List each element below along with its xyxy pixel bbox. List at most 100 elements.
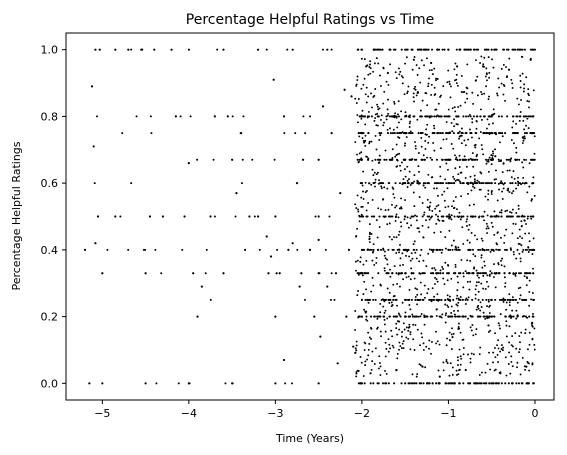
- dense-point: [372, 182, 375, 185]
- scatter-point: [423, 213, 425, 216]
- scatter-point: [394, 112, 397, 115]
- scatter-point: [451, 366, 454, 369]
- sparse-point: [258, 248, 261, 251]
- scatter-point: [365, 86, 368, 89]
- scatter-point: [467, 138, 470, 141]
- scatter-point: [391, 335, 394, 338]
- dense-point: [369, 382, 372, 385]
- dense-point: [479, 272, 482, 275]
- scatter-point: [467, 183, 470, 186]
- scatter-point: [444, 206, 447, 209]
- dense-point: [453, 382, 456, 385]
- data-point: [209, 215, 212, 218]
- dense-point: [402, 248, 405, 251]
- scatter-point: [458, 135, 461, 138]
- dense-point: [521, 298, 525, 301]
- dense-point: [403, 158, 406, 161]
- scatter-point: [428, 69, 431, 72]
- scatter-point: [433, 295, 436, 298]
- scatter-point: [367, 182, 370, 185]
- data-point: [490, 272, 493, 275]
- scatter-point: [393, 236, 395, 238]
- scatter-point: [387, 112, 390, 115]
- dense-point: [451, 315, 454, 318]
- data-point: [256, 215, 260, 218]
- scatter-point: [387, 350, 390, 353]
- scatter-point: [372, 174, 375, 177]
- sparse-point: [309, 115, 312, 118]
- dense-point: [509, 182, 512, 185]
- scatter-point: [380, 187, 383, 190]
- scatter-point: [361, 184, 364, 187]
- scatter-point: [413, 180, 416, 183]
- scatter-point: [525, 284, 528, 287]
- scatter-point: [387, 208, 390, 211]
- scatter-point: [470, 329, 473, 332]
- scatter-point: [442, 268, 445, 270]
- dense-point: [466, 215, 469, 218]
- scatter-point: [439, 175, 442, 178]
- scatter-point: [453, 106, 456, 109]
- scatter-point: [364, 134, 367, 137]
- scatter-point: [485, 280, 488, 283]
- scatter-point: [532, 237, 535, 240]
- scatter-point: [450, 122, 453, 124]
- scatter-point: [451, 335, 454, 338]
- scatter-point: [373, 363, 376, 365]
- scatter-point: [500, 344, 503, 347]
- scatter-point: [460, 258, 463, 261]
- scatter-point: [354, 97, 357, 100]
- sparse-point: [329, 298, 332, 301]
- sparse-point: [302, 115, 305, 118]
- scatter-point: [499, 371, 502, 374]
- scatter-point: [487, 193, 490, 195]
- data-point: [187, 48, 190, 51]
- dense-point: [485, 48, 488, 51]
- dense-point: [389, 48, 392, 51]
- scatter-point: [427, 252, 430, 255]
- scatter-point: [399, 272, 402, 275]
- scatter-point: [373, 263, 376, 266]
- scatter-point: [452, 147, 455, 150]
- scatter-point: [423, 296, 426, 299]
- dense-point: [379, 248, 383, 251]
- scatter-point: [396, 126, 399, 129]
- scatter-point: [434, 269, 437, 271]
- data-point: [83, 248, 87, 251]
- scatter-point: [475, 120, 478, 122]
- scatter-point: [472, 353, 475, 356]
- scatter-point: [398, 285, 401, 288]
- scatter-point: [510, 211, 513, 214]
- scatter-point: [386, 287, 389, 290]
- scatter-point: [381, 298, 384, 301]
- scatter-point: [480, 172, 483, 175]
- scatter-point: [399, 257, 402, 260]
- scatter-point: [355, 371, 358, 373]
- scatter-point: [515, 187, 518, 190]
- data-point: [352, 345, 355, 348]
- dense-point: [518, 158, 521, 161]
- dense-point: [356, 272, 359, 275]
- dense-point: [369, 315, 373, 318]
- scatter-point: [390, 301, 393, 304]
- scatter-point: [449, 85, 452, 88]
- scatter-point: [520, 220, 523, 223]
- sparse-point: [121, 132, 124, 135]
- data-point: [174, 115, 177, 118]
- data-point: [101, 382, 104, 385]
- scatter-point: [442, 138, 445, 141]
- scatter-point: [471, 324, 474, 327]
- dense-point: [440, 215, 443, 218]
- scatter-point: [360, 87, 363, 90]
- scatter-point: [423, 323, 426, 326]
- scatter-point: [515, 151, 518, 154]
- scatter-point: [443, 190, 446, 193]
- dense-point: [447, 315, 450, 318]
- data-point: [222, 272, 225, 275]
- scatter-point: [500, 236, 502, 239]
- scatter-point: [528, 279, 531, 282]
- scatter-point: [390, 305, 393, 308]
- scatter-point: [354, 329, 357, 331]
- scatter-point: [480, 282, 483, 285]
- dense-point: [359, 132, 362, 135]
